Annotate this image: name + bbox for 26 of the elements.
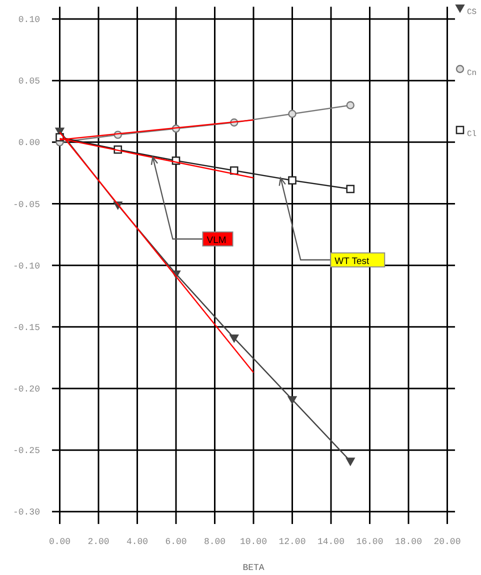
x-tick-label: 8.00 bbox=[204, 537, 226, 547]
x-tick-label: 0.00 bbox=[48, 537, 71, 547]
x-axis-title: BETA bbox=[242, 563, 265, 573]
y-tick-label: 0.10 bbox=[18, 15, 40, 26]
annotation: VLM bbox=[206, 234, 226, 246]
legend-label: Cn bbox=[467, 69, 477, 78]
annotation: WT Test bbox=[334, 256, 370, 267]
y-tick-label: 0.00 bbox=[18, 138, 40, 148]
y-tick-label: -0.20 bbox=[12, 384, 40, 395]
y-tick-label: -0.10 bbox=[12, 261, 40, 272]
y-tick-label: -0.25 bbox=[12, 446, 40, 456]
x-tick-label: 16.00 bbox=[356, 537, 384, 547]
y-tick-label: -0.05 bbox=[12, 200, 40, 210]
y-tick-label: -0.30 bbox=[12, 508, 40, 518]
legend-label: Cl bbox=[467, 130, 477, 139]
x-tick-label: 20.00 bbox=[434, 537, 461, 547]
x-tick-label: 4.00 bbox=[126, 537, 148, 547]
y-tick-label: -0.15 bbox=[12, 322, 40, 333]
x-tick-label: 18.00 bbox=[394, 537, 422, 547]
x-tick-label: 14.00 bbox=[317, 537, 345, 547]
x-tick-label: 2.00 bbox=[88, 537, 110, 547]
x-tick-label: 6.00 bbox=[165, 537, 187, 547]
x-tick-label: 10.00 bbox=[240, 537, 268, 547]
y-tick-label: 0.05 bbox=[18, 76, 40, 87]
x-tick-label: 12.00 bbox=[278, 537, 306, 547]
legend-label: CS bbox=[467, 8, 477, 17]
